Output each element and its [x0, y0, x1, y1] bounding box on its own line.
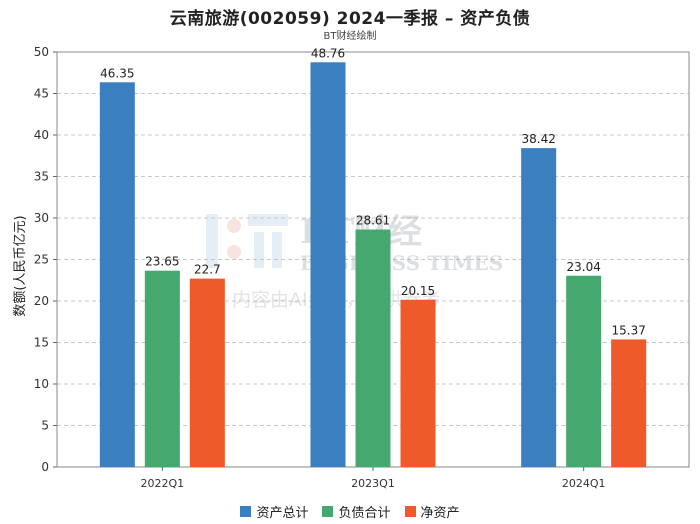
data-label: 46.35 [100, 66, 134, 80]
data-label: 23.04 [566, 260, 600, 274]
data-label: 22.7 [194, 263, 221, 277]
legend-swatch [240, 506, 252, 517]
y-tick-label: 5 [41, 419, 49, 433]
watermark-logo-bar-3 [254, 232, 264, 268]
chart-subtitle: BT财经绘制 [323, 31, 377, 42]
y-tick-label: 30 [34, 211, 49, 225]
bar-2 [355, 229, 391, 467]
bar-2 [144, 270, 180, 467]
y-tick-label: 50 [34, 45, 49, 59]
y-tick-label: 10 [34, 377, 49, 391]
bar-1 [310, 62, 346, 468]
x-tick-label: 2024Q1 [562, 477, 606, 490]
y-tick-label: 20 [34, 294, 49, 308]
y-axis-label: 数额(人民币亿元) [13, 215, 28, 316]
bar-3 [189, 278, 225, 467]
watermark-logo-bar-1 [206, 214, 218, 268]
data-label: 15.37 [611, 323, 645, 337]
data-labels: 46.35 23.65 22.7 48.76 28.61 20.15 38.42 23.04 1… [100, 46, 646, 337]
x-tick-label: 2023Q1 [351, 477, 395, 490]
bar-1 [99, 82, 135, 468]
bar-1 [521, 148, 557, 467]
legend-item: 净资产 [404, 502, 460, 521]
bar-3 [400, 299, 436, 467]
watermark-logo-dot-2 [227, 245, 241, 259]
watermark-logo-dot-1 [227, 219, 241, 233]
legend-swatch [404, 506, 416, 517]
bars [99, 62, 647, 468]
watermark-logo-bar-2 [248, 214, 288, 226]
data-label: 23.65 [145, 255, 179, 269]
data-label: 38.42 [521, 132, 555, 146]
y-tick-label: 25 [34, 253, 49, 267]
legend-label: 净资产 [420, 506, 460, 521]
watermark-logo-bar-4 [272, 232, 282, 268]
y-tick-label: 0 [41, 460, 49, 474]
y-tick-label: 15 [34, 336, 49, 350]
x-tick-label: 2022Q1 [141, 477, 185, 490]
legend-swatch [322, 506, 334, 517]
watermark: BT财经 BUSINESS TIMES 内容由AI生成，仅供参考 [206, 212, 503, 311]
legend: 资产总计 负债合计 净资产 [0, 502, 700, 521]
bar-3 [611, 339, 647, 467]
legend-item: 负债合计 [322, 502, 391, 521]
y-tick-label: 45 [34, 87, 49, 101]
y-tick-label: 35 [34, 170, 49, 184]
legend-label: 负债合计 [338, 506, 391, 521]
legend-item: 资产总计 [240, 502, 308, 521]
data-label: 48.76 [311, 46, 345, 60]
bar-2 [566, 275, 602, 467]
legend-label: 资产总计 [256, 506, 309, 521]
y-tick-label: 40 [34, 128, 49, 142]
chart-title: 云南旅游(002059) 2024一季报 – 资产负债 [169, 9, 531, 29]
data-label: 28.61 [356, 214, 390, 228]
data-label: 20.15 [401, 284, 435, 298]
